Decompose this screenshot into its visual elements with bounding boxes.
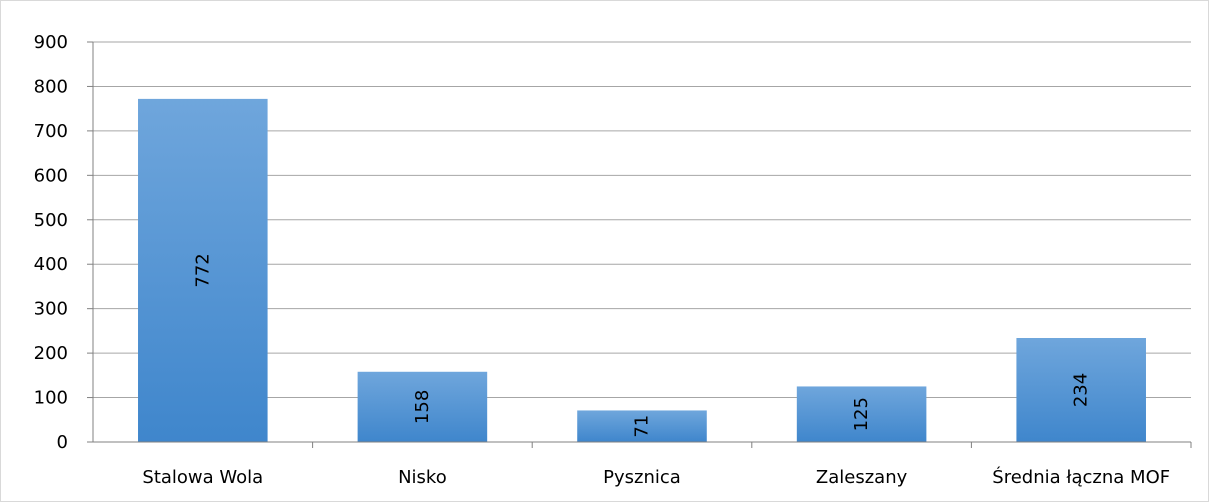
gridlines xyxy=(93,41,1191,399)
data-label: 772 xyxy=(192,253,213,287)
bar xyxy=(796,386,927,442)
y-tick-label: 100 xyxy=(34,388,68,409)
x-axis-categories: Stalowa Wola Nisko Pysznica Zaleszany Średni… xyxy=(142,466,1170,488)
y-tick-label: 900 xyxy=(34,32,68,53)
bar xyxy=(357,371,488,442)
data-labels: 772 158 71 125 234 xyxy=(192,253,1091,437)
bar xyxy=(138,98,268,442)
x-category-label: Średnia łączna MOF xyxy=(992,466,1170,488)
y-tick-label: 800 xyxy=(34,76,68,97)
y-tick-label: 300 xyxy=(34,299,68,320)
x-category-label: Stalowa Wola xyxy=(142,467,263,488)
bar xyxy=(577,410,707,442)
bars xyxy=(138,98,1146,442)
y-tick-label: 700 xyxy=(34,121,68,142)
bar xyxy=(1016,338,1146,442)
y-tick-label: 200 xyxy=(34,343,68,364)
x-category-label: Pysznica xyxy=(603,467,681,488)
x-category-label: Nisko xyxy=(398,467,447,488)
y-tick-label: 600 xyxy=(34,165,68,186)
y-tick-label: 400 xyxy=(34,254,68,275)
data-label: 71 xyxy=(632,415,653,438)
x-category-label: Zaleszany xyxy=(816,467,908,488)
y-axis-ticks: 0 100 200 300 400 500 600 700 800 900 xyxy=(34,32,93,453)
data-label: 125 xyxy=(851,397,872,431)
data-label: 234 xyxy=(1071,373,1092,407)
data-label: 158 xyxy=(412,390,433,424)
y-tick-label: 0 xyxy=(57,432,68,453)
y-tick-label: 500 xyxy=(34,210,68,231)
axes xyxy=(92,42,1192,448)
